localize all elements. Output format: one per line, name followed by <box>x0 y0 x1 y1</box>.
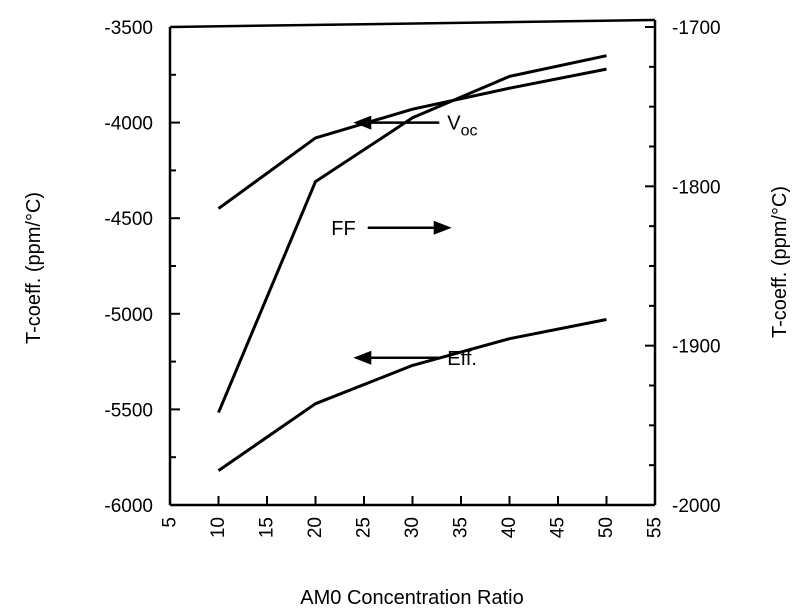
x-tick-label: 40 <box>499 517 520 538</box>
right-y-tick-label: -2000 <box>672 496 721 517</box>
x-tick-label: 30 <box>402 517 423 538</box>
left-y-tick-label: -5000 <box>104 305 153 326</box>
annotation-label: Voc <box>447 113 477 140</box>
x-tick-label: 25 <box>354 517 375 538</box>
x-axis-title: AM0 Concentration Ratio <box>300 587 523 609</box>
x-tick-label: 5 <box>160 517 181 528</box>
left-y-tick-label: -6000 <box>104 496 153 517</box>
right-y-tick-label: -1900 <box>672 337 721 358</box>
annotation-label: FF <box>331 218 355 240</box>
arrow-left-icon <box>353 350 372 365</box>
right-y-axis-title: T-coeff. (ppm/°C) <box>769 186 791 338</box>
x-tick-label: 20 <box>305 517 326 538</box>
x-tick-label: 45 <box>548 517 569 538</box>
arrow-left-icon <box>353 115 372 130</box>
plot-frame <box>168 18 657 507</box>
left-y-tick-label: -3500 <box>104 18 153 39</box>
arrow-right-icon <box>433 220 452 235</box>
annotation: FF <box>331 218 452 240</box>
x-tick-label: 15 <box>257 517 278 538</box>
series-line-ff <box>217 54 607 414</box>
series-lines <box>217 54 607 472</box>
left-y-tick-label: -4000 <box>104 114 153 135</box>
top-axis-line <box>169 18 656 29</box>
x-tick-label: 55 <box>645 517 666 538</box>
annotation-label: Eff. <box>447 348 477 370</box>
x-tick-label: 35 <box>451 517 472 538</box>
right-y-tick-label: -1800 <box>672 177 721 198</box>
left-y-axis-title: T-coeff. (ppm/°C) <box>23 192 45 344</box>
left-y-axis-ticks: -6000 -5500 -5000 -4500 -4000 -3500 <box>104 18 180 517</box>
annotations: Voc FF Eff. <box>331 113 477 370</box>
left-y-tick-label: -5500 <box>104 400 153 421</box>
x-tick-label: 10 <box>208 517 229 538</box>
right-y-axis-ticks: -2000 -1900 -1800 -1700 <box>645 18 721 517</box>
annotation: Eff. <box>353 348 477 370</box>
x-axis-ticks: 5 10 15 20 25 30 35 40 45 50 55 <box>160 496 666 538</box>
series-line-voc <box>217 67 607 210</box>
left-y-tick-label: -4500 <box>104 209 153 230</box>
right-y-tick-label: -1700 <box>672 18 721 39</box>
x-tick-label: 50 <box>596 517 617 538</box>
series-line-eff <box>217 318 607 472</box>
